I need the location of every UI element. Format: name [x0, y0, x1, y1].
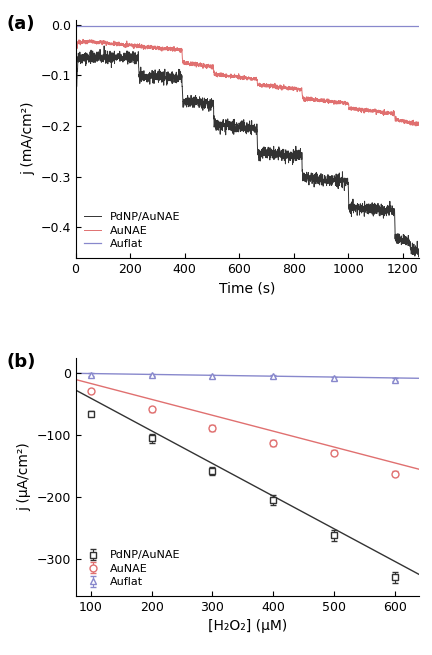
PdNP/AuNAE: [256, 149, 261, 157]
AuNAE: [80, 35, 86, 43]
Legend: PdNP/AuNAE, AuNAE, Auflat: PdNP/AuNAE, AuNAE, Auflat: [81, 547, 184, 591]
PdNP/AuNAE: [315, 178, 321, 185]
AuNAE: [378, 109, 383, 117]
AuNAE: [122, 41, 127, 49]
Line: AuNAE: AuNAE: [76, 39, 419, 126]
AuNAE: [376, 107, 381, 115]
X-axis label: [H₂O₂] (μM): [H₂O₂] (μM): [208, 620, 287, 633]
PdNP/AuNAE: [122, 54, 127, 62]
PdNP/AuNAE: [416, 249, 422, 257]
Legend: PdNP/AuNAE, AuNAE, Auflat: PdNP/AuNAE, AuNAE, Auflat: [81, 209, 184, 252]
Text: (a): (a): [7, 15, 35, 33]
PdNP/AuNAE: [376, 208, 381, 215]
AuNAE: [256, 81, 261, 89]
Auflat: [73, 22, 79, 29]
PdNP/AuNAE: [416, 253, 421, 261]
Auflat: [73, 22, 78, 29]
X-axis label: Time (s): Time (s): [219, 281, 276, 295]
PdNP/AuNAE: [73, 111, 78, 119]
Line: PdNP/AuNAE: PdNP/AuNAE: [76, 46, 419, 257]
AuNAE: [199, 62, 204, 69]
PdNP/AuNAE: [199, 102, 204, 109]
Y-axis label: j (μA/cm²): j (μA/cm²): [17, 443, 31, 512]
PdNP/AuNAE: [102, 42, 107, 50]
AuNAE: [416, 121, 422, 128]
AuNAE: [73, 51, 78, 59]
AuNAE: [315, 97, 321, 105]
Text: (b): (b): [7, 353, 36, 371]
PdNP/AuNAE: [378, 206, 383, 214]
AuNAE: [413, 122, 419, 130]
Y-axis label: j (mA/cm²): j (mA/cm²): [21, 102, 35, 176]
